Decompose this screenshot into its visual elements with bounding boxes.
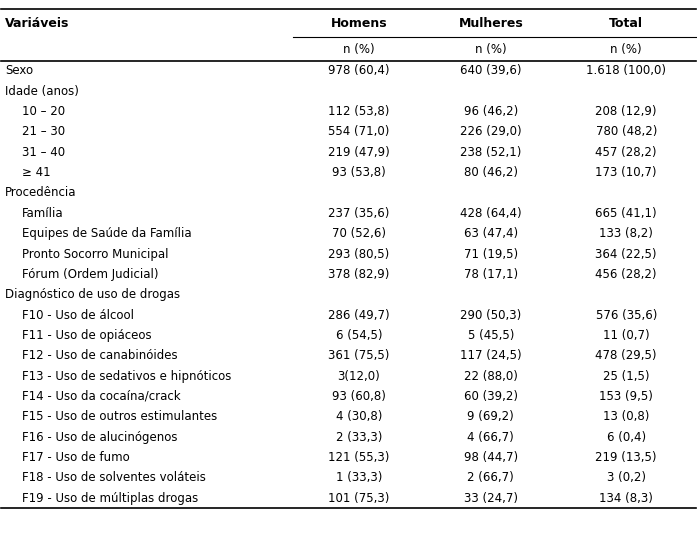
Text: F11 - Uso de opiáceos: F11 - Uso de opiáceos	[22, 329, 152, 342]
Text: 21 – 30: 21 – 30	[22, 125, 66, 138]
Text: 60 (39,2): 60 (39,2)	[464, 390, 518, 403]
Text: 237 (35,6): 237 (35,6)	[328, 207, 390, 220]
Text: 2 (66,7): 2 (66,7)	[468, 471, 514, 484]
Text: 1 (33,3): 1 (33,3)	[336, 471, 382, 484]
Text: 286 (49,7): 286 (49,7)	[328, 308, 390, 322]
Text: F18 - Uso de solventes voláteis: F18 - Uso de solventes voláteis	[22, 471, 206, 484]
Text: 93 (53,8): 93 (53,8)	[332, 166, 385, 179]
Text: 219 (47,9): 219 (47,9)	[328, 146, 390, 159]
Text: 22 (88,0): 22 (88,0)	[464, 370, 518, 383]
Text: 173 (10,7): 173 (10,7)	[595, 166, 657, 179]
Text: 364 (22,5): 364 (22,5)	[595, 247, 657, 260]
Text: 290 (50,3): 290 (50,3)	[460, 308, 521, 322]
Text: F16 - Uso de alucinógenos: F16 - Uso de alucinógenos	[22, 430, 178, 443]
Text: 6 (0,4): 6 (0,4)	[606, 430, 645, 443]
Text: 978 (60,4): 978 (60,4)	[328, 65, 390, 77]
Text: 153 (9,5): 153 (9,5)	[599, 390, 653, 403]
Text: 121 (55,3): 121 (55,3)	[328, 451, 390, 464]
Text: Variáveis: Variáveis	[5, 17, 69, 30]
Text: 112 (53,8): 112 (53,8)	[328, 105, 390, 118]
Text: 5 (45,5): 5 (45,5)	[468, 329, 514, 342]
Text: 11 (0,7): 11 (0,7)	[603, 329, 650, 342]
Text: Procedência: Procedência	[5, 187, 77, 200]
Text: 70 (52,6): 70 (52,6)	[332, 227, 386, 240]
Text: n (%): n (%)	[611, 43, 642, 55]
Text: 31 – 40: 31 – 40	[22, 146, 66, 159]
Text: 93 (60,8): 93 (60,8)	[332, 390, 386, 403]
Text: 98 (44,7): 98 (44,7)	[464, 451, 518, 464]
Text: F12 - Uso de canabinóides: F12 - Uso de canabinóides	[22, 349, 178, 362]
Text: Família: Família	[22, 207, 64, 220]
Text: 10 – 20: 10 – 20	[22, 105, 66, 118]
Text: 361 (75,5): 361 (75,5)	[328, 349, 390, 362]
Text: F17 - Uso de fumo: F17 - Uso de fumo	[22, 451, 130, 464]
Text: 456 (28,2): 456 (28,2)	[595, 268, 657, 281]
Text: 3 (0,2): 3 (0,2)	[606, 471, 645, 484]
Text: 6 (54,5): 6 (54,5)	[336, 329, 382, 342]
Text: F13 - Uso de sedativos e hipnóticos: F13 - Uso de sedativos e hipnóticos	[22, 370, 231, 383]
Text: Idade (anos): Idade (anos)	[5, 85, 79, 98]
Text: 478 (29,5): 478 (29,5)	[595, 349, 657, 362]
Text: 9 (69,2): 9 (69,2)	[468, 410, 514, 423]
Text: F14 - Uso da cocaína/crack: F14 - Uso da cocaína/crack	[22, 390, 181, 403]
Text: Mulheres: Mulheres	[459, 17, 523, 30]
Text: Total: Total	[609, 17, 643, 30]
Text: 665 (41,1): 665 (41,1)	[595, 207, 657, 220]
Text: 101 (75,3): 101 (75,3)	[328, 492, 390, 505]
Text: 71 (19,5): 71 (19,5)	[464, 247, 518, 260]
Text: F19 - Uso de múltiplas drogas: F19 - Uso de múltiplas drogas	[22, 492, 199, 505]
Text: 13 (0,8): 13 (0,8)	[603, 410, 650, 423]
Text: 96 (46,2): 96 (46,2)	[464, 105, 518, 118]
Text: n (%): n (%)	[475, 43, 507, 55]
Text: 640 (39,6): 640 (39,6)	[460, 65, 521, 77]
Text: 554 (71,0): 554 (71,0)	[328, 125, 390, 138]
Text: 134 (8,3): 134 (8,3)	[599, 492, 653, 505]
Text: 428 (64,4): 428 (64,4)	[460, 207, 521, 220]
Text: 293 (80,5): 293 (80,5)	[328, 247, 390, 260]
Text: 219 (13,5): 219 (13,5)	[595, 451, 657, 464]
Text: F10 - Uso de álcool: F10 - Uso de álcool	[22, 308, 135, 322]
Text: 2 (33,3): 2 (33,3)	[336, 430, 382, 443]
Text: 576 (35,6): 576 (35,6)	[595, 308, 657, 322]
Text: Sexo: Sexo	[5, 65, 33, 77]
Text: 3(12,0): 3(12,0)	[337, 370, 381, 383]
Text: 117 (24,5): 117 (24,5)	[460, 349, 521, 362]
Text: 33 (24,7): 33 (24,7)	[464, 492, 518, 505]
Text: 208 (12,9): 208 (12,9)	[595, 105, 657, 118]
Text: 226 (29,0): 226 (29,0)	[460, 125, 521, 138]
Text: 780 (48,2): 780 (48,2)	[595, 125, 657, 138]
Text: 80 (46,2): 80 (46,2)	[464, 166, 518, 179]
Text: Homens: Homens	[330, 17, 388, 30]
Text: ≥ 41: ≥ 41	[22, 166, 51, 179]
Text: 4 (66,7): 4 (66,7)	[468, 430, 514, 443]
Text: 78 (17,1): 78 (17,1)	[464, 268, 518, 281]
Text: Diagnóstico de uso de drogas: Diagnóstico de uso de drogas	[5, 288, 180, 301]
Text: 25 (1,5): 25 (1,5)	[603, 370, 650, 383]
Text: Fórum (Ordem Judicial): Fórum (Ordem Judicial)	[22, 268, 159, 281]
Text: 378 (82,9): 378 (82,9)	[328, 268, 390, 281]
Text: 238 (52,1): 238 (52,1)	[460, 146, 521, 159]
Text: 1.618 (100,0): 1.618 (100,0)	[586, 65, 666, 77]
Text: 4 (30,8): 4 (30,8)	[336, 410, 382, 423]
Text: 133 (8,2): 133 (8,2)	[599, 227, 653, 240]
Text: 457 (28,2): 457 (28,2)	[595, 146, 657, 159]
Text: Pronto Socorro Municipal: Pronto Socorro Municipal	[22, 247, 169, 260]
Text: F15 - Uso de outros estimulantes: F15 - Uso de outros estimulantes	[22, 410, 217, 423]
Text: Equipes de Saúde da Família: Equipes de Saúde da Família	[22, 227, 192, 240]
Text: 63 (47,4): 63 (47,4)	[464, 227, 518, 240]
Text: n (%): n (%)	[343, 43, 375, 55]
